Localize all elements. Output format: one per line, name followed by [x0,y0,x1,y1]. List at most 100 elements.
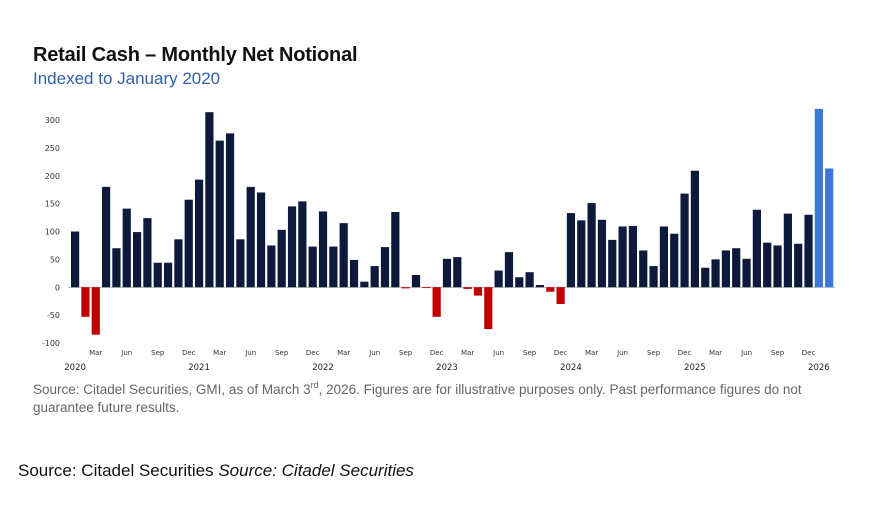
x-tick-label: Mar [337,349,350,357]
bar [804,214,813,288]
bar [132,232,142,288]
y-tick-label: -50 [47,311,60,320]
bar [721,250,730,288]
x-tick-label: Sep [771,349,785,357]
x-tick-label: Dec [430,349,444,357]
bar [112,248,121,288]
bar [783,213,792,288]
bar [318,211,328,288]
y-tick-label: -100 [42,339,60,348]
x-year-label: 2021 [188,363,210,373]
bar [680,193,689,288]
x-tick-label: Mar [213,349,226,357]
bar [577,220,586,288]
x-tick-label: Sep [275,349,289,357]
bar [215,140,224,288]
y-tick-label: 0 [55,283,60,292]
bar [732,248,741,288]
x-tick-label: Dec [678,349,692,357]
bar [256,192,266,288]
x-tick-label: Jun [616,349,628,357]
bar [453,257,462,288]
bar [246,186,255,288]
bar [711,259,720,288]
bar [380,247,390,288]
bar [794,243,803,288]
bar [163,262,173,288]
bar [649,266,658,288]
bar [81,287,90,317]
x-tick-label: Sep [523,349,537,357]
x-tick-label: Sep [399,349,413,357]
bar [225,133,235,288]
x-tick-label: Mar [709,349,722,357]
y-tick-label: 100 [45,228,60,237]
bar [556,287,565,304]
footnote-superscript: rd [310,380,319,390]
y-tick-label: 250 [45,144,60,153]
bar [473,287,483,296]
bar [566,213,576,288]
x-year-label: 2022 [312,363,334,373]
bar [143,218,152,288]
x-tick-label: Dec [182,349,196,357]
bar [587,203,596,288]
bar [267,245,276,288]
bar [349,259,359,288]
x-tick-label: Jun [368,349,380,357]
bar [525,272,534,288]
bar [71,231,80,288]
x-tick-label: Dec [554,349,568,357]
bar [287,206,297,288]
bar [484,287,493,330]
bar [432,287,441,317]
y-tick-label: 50 [50,255,60,264]
bar [298,201,307,288]
bar [670,233,679,288]
bar [101,186,111,288]
bar [659,226,669,288]
bar [494,270,503,288]
x-year-label: 2026 [808,363,830,373]
footnote: Source: Citadel Securities, GMI, as of M… [33,381,843,417]
x-year-label: 2025 [684,363,706,373]
y-tick-label: 200 [45,172,60,181]
bar [608,239,617,288]
bar [535,285,545,288]
bar [504,252,514,288]
source-line-plain: Source: Citadel Securities [18,461,219,480]
x-tick-label: Dec [306,349,320,357]
bar [370,266,379,288]
bar [546,287,555,292]
x-tick-label: Mar [89,349,102,357]
x-tick-label: Dec [802,349,816,357]
bar [763,242,772,288]
bar [174,239,183,288]
x-tick-label: Sep [647,349,661,357]
bar [184,199,193,288]
bar [360,281,369,288]
x-tick-label: Jun [492,349,504,357]
bar [814,108,823,288]
bar [277,229,286,288]
y-tick-label: 150 [45,200,60,209]
bar-chart: 300 250 200 150 100 50 0 -50 -100 Mar Jun Sep Dec Mar… [42,108,836,373]
bar [194,179,204,288]
footnote-text-rest: , 2026. Figures are for illustrative pur… [33,382,802,415]
bar [391,211,400,288]
bar [628,225,638,288]
bar [515,277,524,288]
bar [153,262,162,288]
bar [701,267,710,288]
x-tick-label: Mar [461,349,474,357]
footnote-text: Source: Citadel Securities, GMI, as of M… [33,382,311,397]
bar [618,226,627,288]
x-tick-label: Jun [120,349,132,357]
bar [91,287,100,335]
x-tick-label: Mar [585,349,598,357]
chart-subtitle: Indexed to January 2020 [33,69,221,88]
bar [690,170,699,288]
bar [329,246,338,288]
bar [339,223,348,288]
bar [236,239,245,288]
